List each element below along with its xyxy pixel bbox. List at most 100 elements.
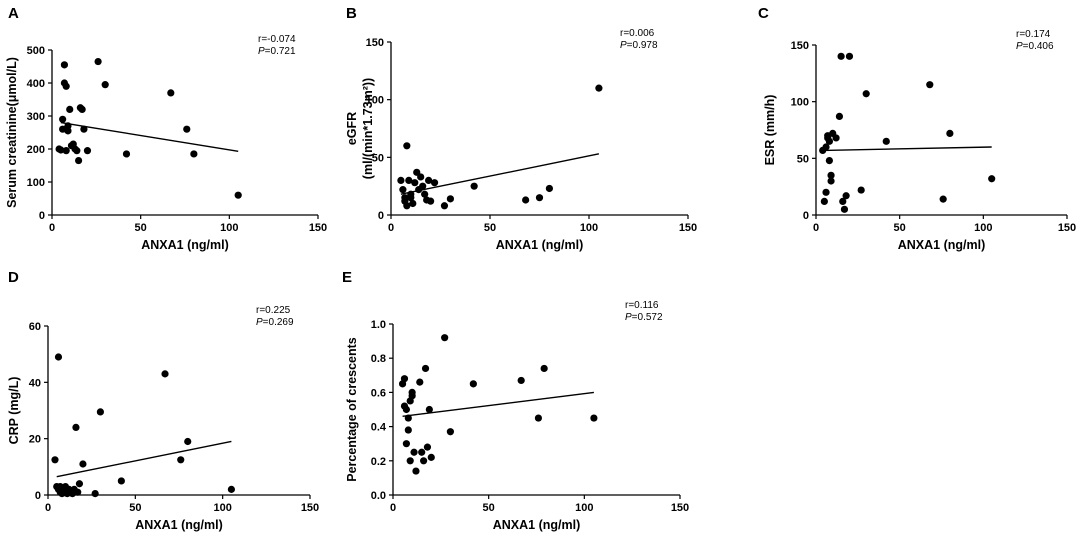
data-point bbox=[825, 137, 833, 145]
data-point bbox=[83, 147, 92, 155]
regression-line bbox=[824, 146, 992, 152]
data-point bbox=[427, 453, 435, 461]
x-axis-label: ANXA1 (ng/ml) bbox=[135, 518, 223, 532]
panel-letter: C bbox=[758, 5, 769, 22]
data-point bbox=[407, 194, 415, 202]
data-point bbox=[425, 176, 433, 184]
chart-b: B 0 50 100 150 0 50 100 150 ANXA1 (ng/ml) eGFR (ml/… bbox=[345, 5, 697, 252]
y-tick-label: 1.0 bbox=[371, 319, 386, 331]
data-point bbox=[62, 82, 70, 90]
y-tick-label: 300 bbox=[27, 111, 45, 123]
data-point bbox=[410, 448, 418, 456]
data-point bbox=[822, 188, 830, 196]
data-point bbox=[60, 61, 69, 69]
stat-p: P=0.406 bbox=[1016, 41, 1054, 52]
x-tick-label: 50 bbox=[129, 502, 141, 514]
y-axis-label-line2: (ml/(min*1.73m²)) bbox=[361, 78, 375, 179]
y-tick-label: 400 bbox=[27, 78, 45, 90]
data-point bbox=[73, 147, 81, 155]
data-point bbox=[827, 171, 835, 179]
panel-letter: B bbox=[346, 5, 357, 22]
data-point bbox=[832, 134, 840, 142]
data-point bbox=[57, 146, 65, 154]
data-point bbox=[840, 205, 849, 213]
data-point bbox=[988, 175, 996, 183]
y-axis-label-line1: eGFR bbox=[345, 112, 359, 145]
x-axis-label: ANXA1 (ng/ml) bbox=[141, 238, 229, 252]
stat-r: r=0.006 bbox=[620, 28, 655, 39]
data-point bbox=[469, 380, 477, 388]
data-point bbox=[404, 414, 412, 422]
panel-letter: E bbox=[342, 269, 352, 286]
data-point bbox=[399, 186, 407, 194]
data-point bbox=[117, 477, 125, 485]
data-point bbox=[167, 89, 175, 97]
data-point bbox=[430, 179, 439, 187]
data-point bbox=[842, 192, 850, 200]
data-point bbox=[402, 405, 410, 414]
data-point bbox=[421, 190, 429, 198]
data-point bbox=[419, 182, 427, 190]
x-tick-label: 100 bbox=[220, 222, 238, 234]
stat-r: r=-0.074 bbox=[258, 34, 296, 45]
data-point bbox=[96, 408, 104, 416]
stat-p-label: P bbox=[625, 312, 632, 323]
data-point bbox=[161, 370, 169, 378]
data-point bbox=[845, 52, 854, 60]
x-tick-label: 150 bbox=[1058, 222, 1076, 234]
stat-p-label: P bbox=[1016, 41, 1023, 52]
stat-p-value: =0.269 bbox=[263, 317, 294, 328]
data-point bbox=[412, 467, 420, 475]
regression-line bbox=[56, 440, 232, 478]
y-axis-label: CRP (mg/L) bbox=[7, 377, 21, 445]
data-point bbox=[64, 122, 72, 130]
panel-a: A 0 50 100 150 0 100 200 300 400 500 ANXA1 (ng/ml) S… bbox=[0, 0, 330, 265]
data-point bbox=[101, 81, 109, 89]
data-point bbox=[190, 150, 198, 158]
x-axis-label: ANXA1 (ng/ml) bbox=[496, 238, 584, 252]
data-point bbox=[177, 456, 185, 464]
y-tick-label: 0 bbox=[378, 210, 384, 222]
data-point bbox=[427, 197, 435, 205]
data-point bbox=[534, 414, 543, 422]
chart-a: A 0 50 100 150 0 100 200 300 400 500 ANXA1 (ng/ml) S… bbox=[5, 5, 327, 252]
data-point bbox=[882, 137, 890, 145]
data-point bbox=[403, 202, 411, 210]
data-point bbox=[400, 375, 409, 383]
panel-b: B 0 50 100 150 0 50 100 150 ANXA1 (ng/ml) eGFR (ml/… bbox=[338, 0, 698, 265]
stat-p-value: =0.978 bbox=[627, 40, 658, 51]
x-tick-label: 150 bbox=[671, 502, 689, 514]
x-tick-label: 50 bbox=[135, 222, 147, 234]
y-tick-label: 40 bbox=[29, 377, 41, 389]
data-point bbox=[421, 364, 430, 373]
regression-line bbox=[402, 391, 594, 418]
x-tick-label: 50 bbox=[484, 222, 496, 234]
panel-c: C 0 50 100 150 0 50 100 150 ANXA1 (ng/ml) ESR (mm/… bbox=[750, 0, 1084, 265]
stat-p: P=0.721 bbox=[258, 46, 296, 57]
x-tick-label: 150 bbox=[679, 222, 697, 234]
data-point bbox=[420, 457, 428, 465]
y-tick-label: 50 bbox=[372, 152, 384, 164]
data-point bbox=[406, 457, 414, 465]
stat-p-value: =0.572 bbox=[632, 312, 663, 323]
data-point bbox=[64, 127, 72, 135]
data-point bbox=[78, 105, 86, 113]
stat-p-label: P bbox=[256, 317, 263, 328]
data-point bbox=[411, 179, 419, 187]
data-point bbox=[446, 428, 454, 436]
stat-r: r=0.174 bbox=[1016, 29, 1051, 40]
data-point bbox=[403, 142, 411, 150]
regression-line bbox=[400, 153, 600, 195]
data-point bbox=[418, 448, 426, 456]
regression-line bbox=[60, 121, 239, 153]
data-point bbox=[535, 194, 544, 202]
stat-p: P=0.269 bbox=[256, 317, 294, 328]
x-tick-label: 0 bbox=[813, 222, 819, 234]
data-point bbox=[72, 423, 80, 431]
y-tick-label: 0 bbox=[39, 210, 45, 222]
x-axis-label: ANXA1 (ng/ml) bbox=[898, 238, 986, 252]
x-tick-label: 100 bbox=[580, 222, 598, 234]
data-point bbox=[590, 414, 598, 422]
panel-d: D 0 50 100 150 0 20 40 60 ANXA1 (ng/ml) CRP (mg/L)… bbox=[0, 268, 330, 542]
stat-p: P=0.572 bbox=[625, 312, 663, 323]
